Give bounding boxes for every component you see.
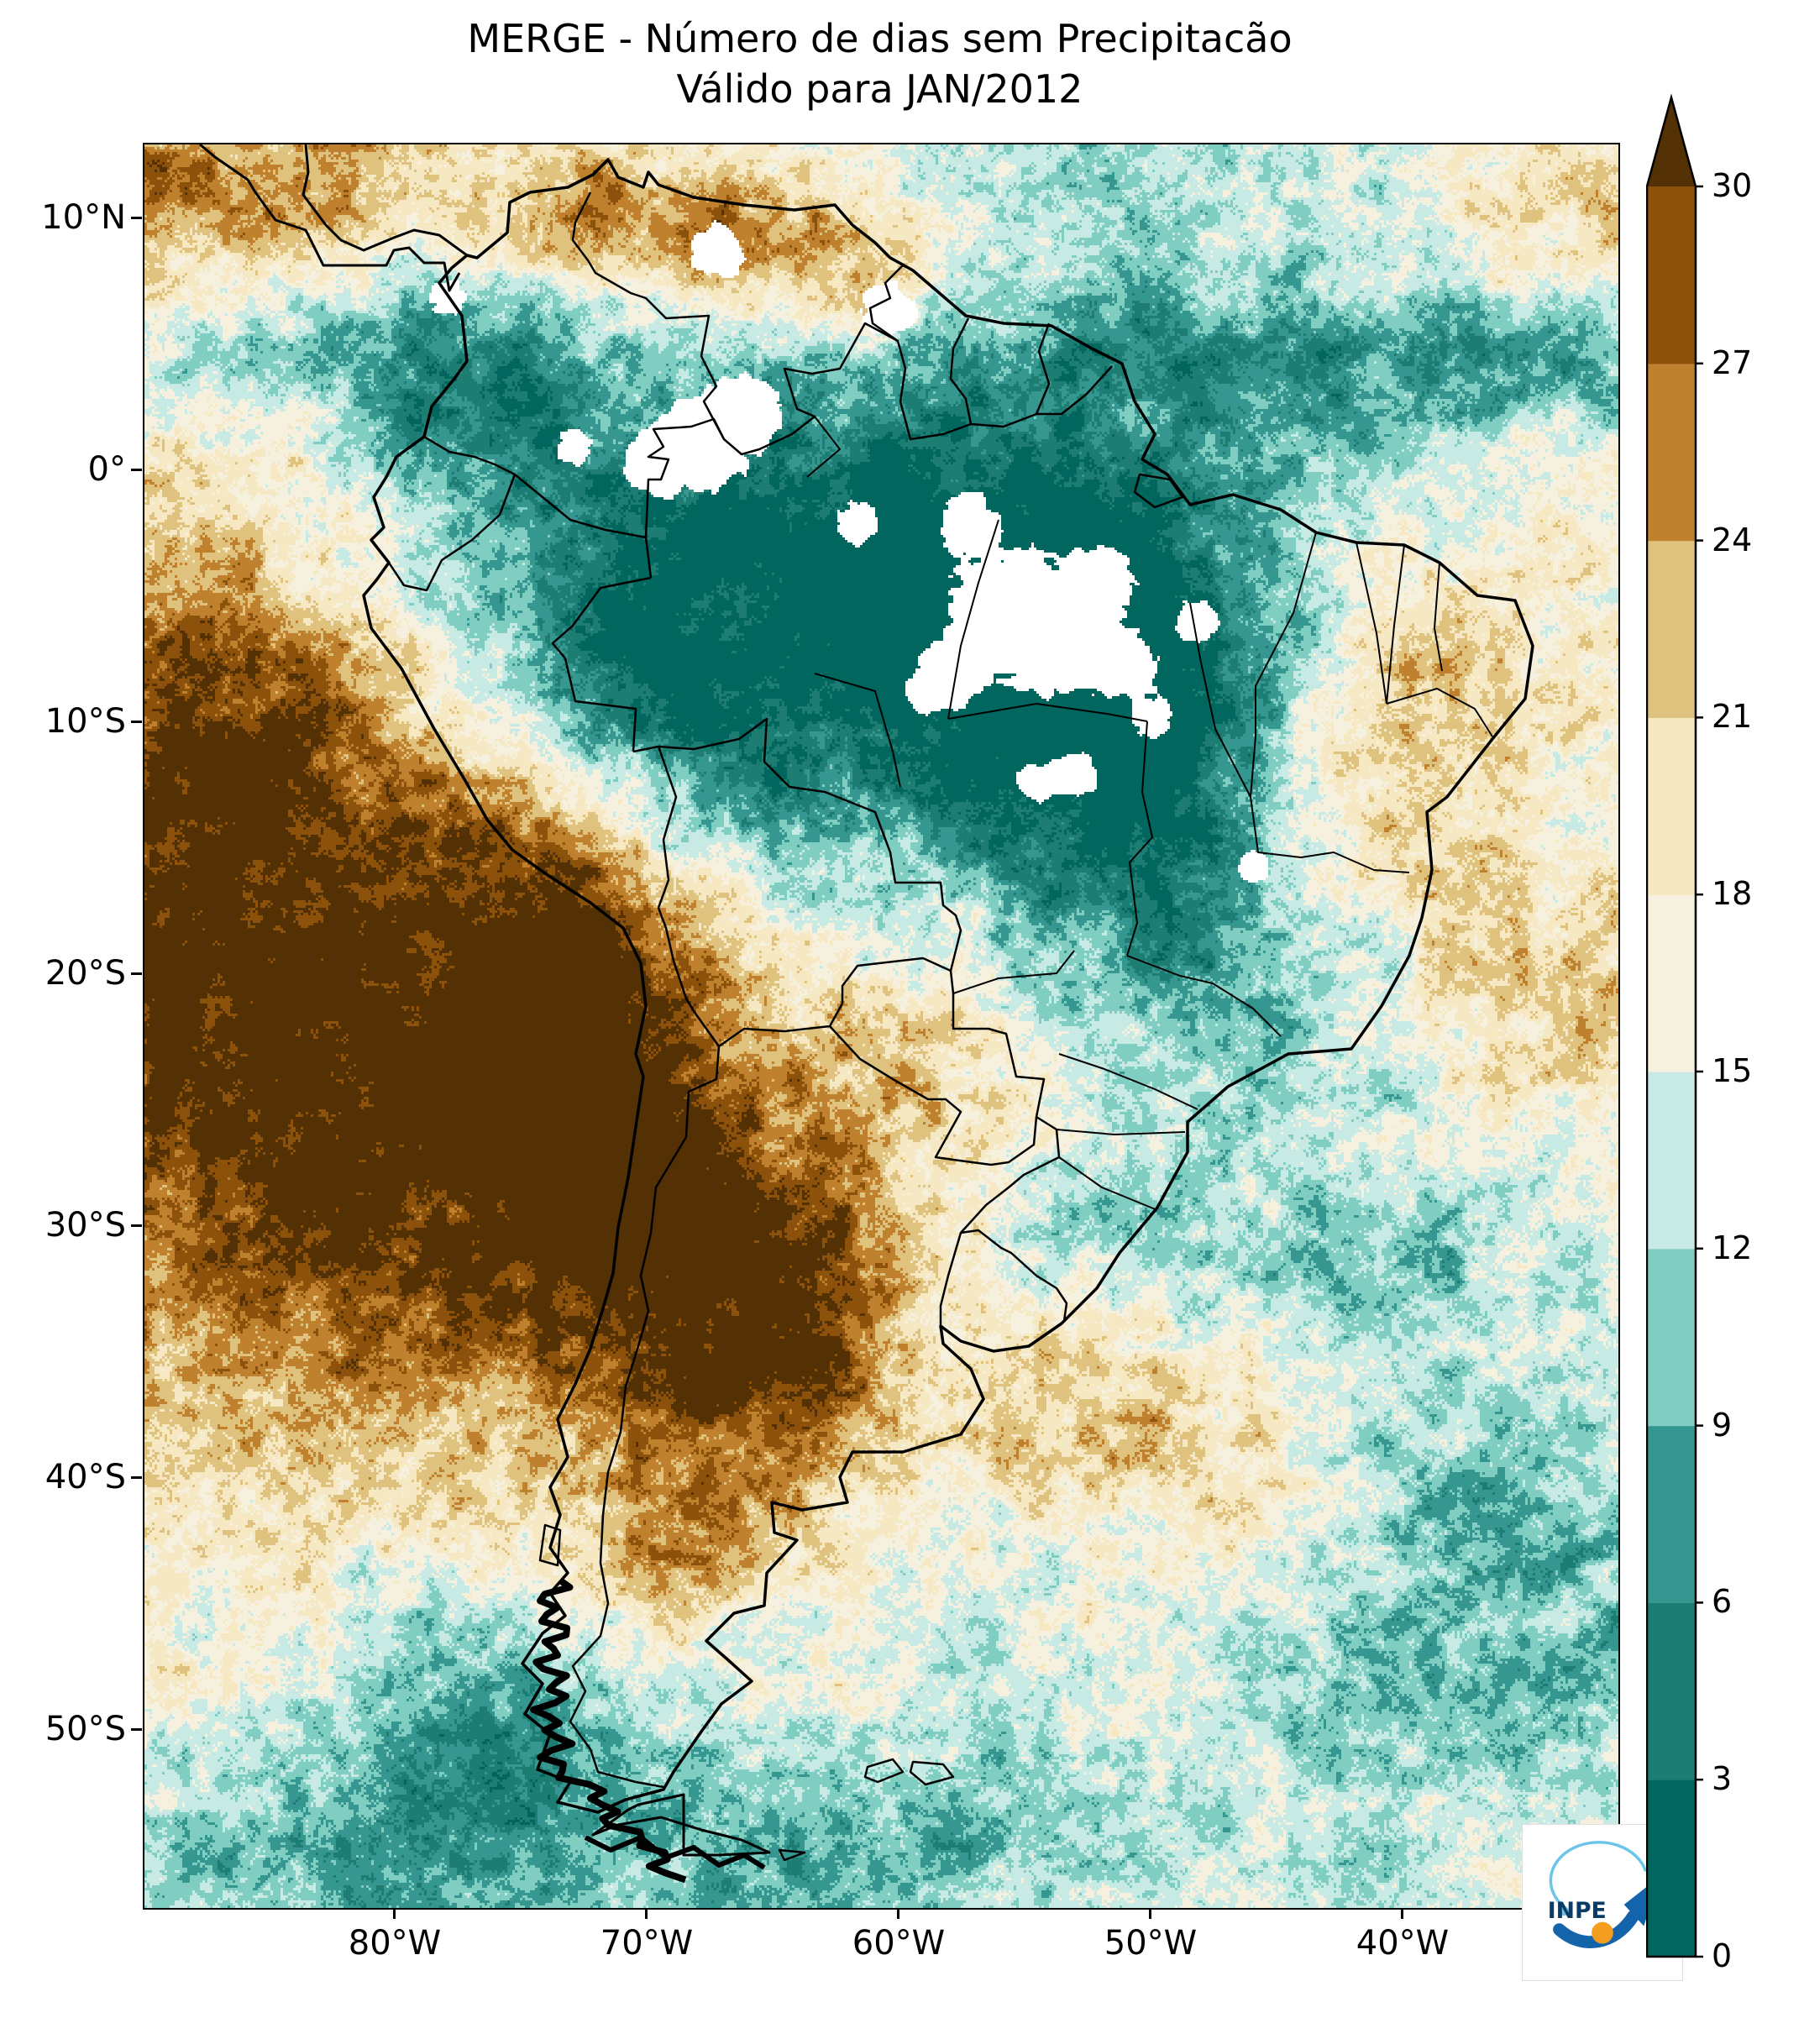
island-falkland-west — [863, 1758, 905, 1784]
colorbar-segment — [1647, 717, 1696, 895]
state-border — [1058, 1156, 1158, 1211]
state-border — [952, 950, 1075, 994]
country-border — [571, 191, 726, 440]
colorbar-segment — [1647, 540, 1696, 718]
colorbar-segment — [1647, 894, 1696, 1072]
country-border — [423, 435, 516, 476]
inpe-logo-mark: INPE — [1548, 1841, 1659, 1948]
colorbar-tick-label: 24 — [1712, 521, 1753, 558]
y-tick-mark — [131, 972, 142, 975]
state-border — [1126, 955, 1282, 1037]
map-borders — [199, 144, 1534, 1884]
country-border — [841, 956, 952, 1004]
colorbar-tick-label: 3 — [1712, 1760, 1733, 1798]
island-marajo — [1133, 473, 1184, 509]
country-border — [949, 317, 973, 425]
colorbar-segment — [1647, 1248, 1696, 1427]
country-border — [868, 265, 904, 343]
country-border — [1035, 322, 1051, 415]
colorbar-tick-label: 30 — [1712, 167, 1753, 204]
state-border — [1189, 602, 1251, 798]
state-border — [1356, 542, 1387, 705]
y-tick-label: 10°S — [45, 702, 126, 741]
country-border — [551, 576, 652, 752]
state-border — [1058, 1053, 1198, 1110]
state-border — [814, 673, 901, 788]
orange-dot-icon — [1592, 1921, 1613, 1944]
map-raster — [144, 144, 1618, 1908]
country-border — [718, 1003, 844, 1048]
y-tick-mark — [131, 1728, 142, 1731]
colorbar — [1646, 93, 1703, 1958]
y-tick-label: 20°S — [45, 954, 126, 993]
colorbar-tick-label: 21 — [1712, 698, 1753, 736]
map-plot-area: INPE — [143, 143, 1683, 1981]
state-border — [1126, 721, 1153, 956]
colorbar-tick-label: 9 — [1712, 1406, 1733, 1444]
coastline-central-america-caribbean — [302, 144, 468, 257]
country-border — [632, 717, 962, 994]
colorbar-tick-label: 6 — [1712, 1583, 1733, 1621]
state-border — [1386, 544, 1405, 705]
country-border — [960, 1229, 1068, 1322]
country-border — [829, 1025, 1038, 1166]
island-falkland-east — [909, 1760, 955, 1786]
colorbar-segment — [1647, 1602, 1696, 1780]
orbit-arrowhead-icon — [1559, 1902, 1573, 1916]
coastline-central-america-pacific — [199, 144, 461, 292]
y-tick-mark — [131, 1224, 142, 1227]
state-border — [806, 416, 841, 478]
colorbar-tick-label: 0 — [1712, 1937, 1733, 1974]
state-border — [947, 519, 999, 720]
colorbar-segment — [1647, 186, 1696, 364]
colorbar-tick-label: 27 — [1712, 343, 1753, 381]
country-border — [939, 1115, 1061, 1326]
colorbar-segment — [1647, 1072, 1696, 1250]
country-border — [387, 474, 517, 592]
island-chiloe — [538, 1523, 562, 1567]
state-border — [947, 703, 1148, 722]
patagonia-fjords — [530, 1577, 687, 1884]
country-border — [952, 993, 1046, 1118]
island-staten — [778, 1848, 806, 1862]
x-tick-label: 80°W — [348, 1924, 442, 1963]
x-tick-label: 60°W — [852, 1924, 946, 1963]
colorbar-tick-label: 15 — [1712, 1052, 1753, 1089]
coastline-south-america — [362, 158, 1534, 1814]
state-border — [1056, 1129, 1186, 1135]
tierra-del-fuego-fjords — [584, 1835, 766, 1870]
orbit-arc-icon — [1549, 1841, 1648, 1911]
state-border — [1250, 796, 1410, 873]
country-border — [657, 907, 721, 1047]
y-tick-label: 50°S — [45, 1710, 126, 1748]
state-border — [1386, 688, 1493, 737]
country-border — [514, 474, 647, 539]
title-line-2: Válido para JAN/2012 — [676, 66, 1083, 112]
colorbar-segment — [1647, 363, 1696, 542]
y-tick-label: 30°S — [45, 1206, 126, 1245]
y-tick-mark — [131, 721, 142, 723]
figure-title: MERGE - Número de dias sem Precipitacão … — [143, 13, 1617, 114]
y-tick-mark — [131, 217, 142, 219]
y-tick-label: 0° — [87, 450, 126, 489]
colorbar-segment — [1647, 1425, 1696, 1603]
x-tick-label: 70°W — [600, 1924, 694, 1963]
title-line-1: MERGE - Número de dias sem Precipitacão — [467, 16, 1293, 61]
colorbar-extend-arrow — [1647, 97, 1696, 186]
colorbar-segment — [1647, 1779, 1696, 1958]
x-tick-label: 50°W — [1104, 1924, 1198, 1963]
y-tick-label: 40°S — [45, 1458, 126, 1496]
colorbar-tick-label: 18 — [1712, 875, 1753, 913]
y-tick-mark — [131, 1476, 142, 1479]
country-border — [569, 1046, 721, 1789]
colorbar-tick-label: 12 — [1712, 1229, 1753, 1266]
x-tick-label: 40°W — [1356, 1924, 1450, 1963]
y-tick-mark — [131, 469, 142, 471]
state-border — [1434, 562, 1443, 672]
country-border — [657, 746, 678, 909]
y-tick-label: 10°N — [41, 198, 126, 237]
inpe-logo-text: INPE — [1548, 1898, 1607, 1924]
state-border — [1250, 532, 1317, 798]
